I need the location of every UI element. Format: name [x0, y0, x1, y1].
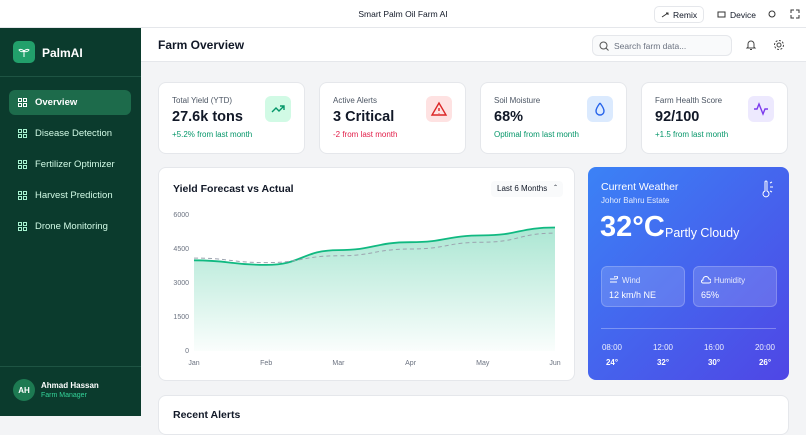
stat-value: 92/100 — [655, 109, 700, 125]
weather-icon — [762, 180, 773, 198]
weather-title: Current Weather — [601, 181, 679, 193]
app-title: Smart Palm Oil Farm AI — [358, 9, 448, 19]
temperature: 32°C — [600, 211, 665, 243]
forecast-time: 16:00 — [703, 343, 725, 352]
label: Remix — [673, 9, 698, 20]
forecast-temp: 26° — [758, 358, 772, 367]
stat-change: +5.2% from last month — [172, 130, 253, 139]
forecast-temp: 32° — [656, 358, 670, 367]
stat-icon — [265, 96, 291, 122]
stat-value: 3 Critical — [333, 109, 395, 125]
chart-title: Yield Forecast vs Actual — [173, 183, 294, 195]
alerts-card: Recent Alerts — [158, 395, 789, 435]
user-name: Ahmad Hassan — [41, 381, 99, 390]
humidity-box: Humidity 65% — [693, 266, 777, 307]
weather-card: Current Weather Johor Bahru Estate 32°C … — [588, 167, 789, 380]
wind-box: Wind 12 km/h NE — [601, 266, 685, 307]
nav-item[interactable]: Harvest Prediction — [9, 183, 131, 208]
nav-item[interactable]: Overview — [9, 90, 131, 115]
label: Device — [730, 9, 756, 20]
fullscreen-icon[interactable] — [790, 9, 800, 19]
forecast-time: 20:00 — [754, 343, 776, 352]
bell-icon[interactable] — [745, 39, 757, 51]
chart-card: Yield Forecast vs Actual Last 6 Months ⌃ — [158, 167, 575, 381]
logo — [13, 41, 35, 63]
stat-card: Farm Health Score 92/100 +1.5 from last mo… — [641, 82, 788, 154]
nav-item[interactable]: Fertilizer Optimizer — [9, 152, 131, 177]
stat-label: Total Yield (YTD) — [172, 96, 233, 105]
stat-value: 27.6k tons — [172, 109, 243, 125]
stat-icon — [748, 96, 774, 122]
nav-item[interactable]: Drone Monitoring — [9, 214, 131, 239]
wind-value: 12 km/h NE — [609, 290, 657, 300]
header: Farm Overview Search farm data... — [141, 28, 806, 62]
condition: Partly Cloudy — [665, 226, 740, 240]
search-box[interactable]: Search farm data... — [592, 35, 732, 56]
stat-change: Optimal from last month — [494, 130, 579, 139]
stat-card: Total Yield (YTD) 27.6k tons +5.2% from la… — [158, 82, 305, 154]
user-role: Farm Manager — [41, 392, 87, 399]
device-button[interactable]: Device — [710, 6, 763, 23]
stat-value: 68% — [494, 109, 524, 125]
label: Overview — [35, 97, 78, 108]
wind-label: Wind — [622, 276, 641, 285]
nav-item[interactable]: Disease Detection — [9, 121, 131, 146]
humidity-value: 65% — [701, 290, 720, 300]
alerts-title: Recent Alerts — [173, 409, 241, 421]
range-select[interactable]: Last 6 Months ⌃ — [491, 181, 563, 197]
search-placeholder: Search farm data... — [614, 41, 687, 51]
refresh-icon[interactable] — [767, 9, 777, 19]
forecast-temp: 24° — [605, 358, 619, 367]
stat-icon — [426, 96, 452, 122]
label: Fertilizer Optimizer — [35, 159, 115, 170]
stat-change: +1.5 from last month — [655, 130, 729, 139]
brand: PalmAI — [42, 46, 83, 60]
label: Drone Monitoring — [35, 221, 108, 232]
settings-icon[interactable] — [773, 39, 785, 51]
stat-card: Soil Moisture 68% Optimal from last month — [480, 82, 627, 154]
location: Johor Bahru Estate — [601, 196, 670, 205]
stat-label: Active Alerts — [333, 96, 378, 105]
humidity-label: Humidity — [714, 276, 746, 285]
page-title: Farm Overview — [158, 38, 245, 52]
stat-change: -2 from last month — [333, 130, 398, 139]
forecast-time: 12:00 — [652, 343, 674, 352]
avatar: AH — [13, 379, 35, 401]
stat-label: Soil Moisture — [494, 96, 541, 105]
forecast-temp: 30° — [707, 358, 721, 367]
label: Disease Detection — [35, 128, 113, 139]
label: Last 6 Months — [497, 184, 548, 193]
top-bar: Smart Palm Oil Farm AI Remix Device — [0, 0, 806, 28]
remix-button[interactable]: Remix — [654, 6, 705, 23]
label: Harvest Prediction — [35, 190, 113, 201]
forecast-time: 08:00 — [601, 343, 623, 352]
stat-label: Farm Health Score — [655, 96, 723, 105]
sidebar: PalmAI AH Ahmad Hassan Farm Manager Over… — [0, 28, 141, 416]
stat-icon — [587, 96, 613, 122]
stat-card: Active Alerts 3 Critical -2 from last mont… — [319, 82, 466, 154]
